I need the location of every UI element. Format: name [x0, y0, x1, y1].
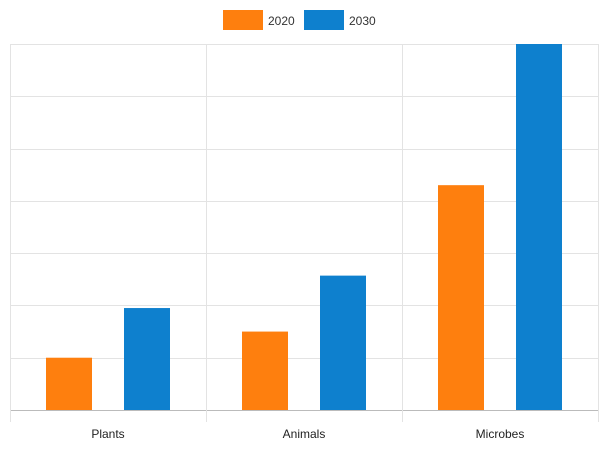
x-tick-label: Microbes [476, 427, 525, 441]
legend-swatch [223, 10, 263, 30]
gridlines [10, 44, 599, 422]
x-tick-label: Animals [283, 427, 326, 441]
bar-2030-microbes [516, 44, 562, 410]
bars [46, 44, 562, 410]
legend-swatch [304, 10, 344, 30]
legend-label: 2020 [268, 14, 295, 28]
legend-item-2030[interactable]: 2030 [304, 10, 376, 30]
bar-2020-microbes [438, 185, 484, 410]
legend-label: 2030 [349, 14, 376, 28]
bar-2030-animals [320, 275, 366, 410]
legend-item-2020[interactable]: 2020 [223, 10, 295, 30]
bar-2020-animals [242, 331, 288, 410]
x-tick-label: Plants [91, 427, 124, 441]
bar-2020-plants [46, 357, 92, 410]
legend[interactable]: 2020 2030 [223, 10, 376, 30]
axes: Plants Animals Microbes [91, 427, 524, 441]
bar-2030-plants [124, 308, 170, 410]
